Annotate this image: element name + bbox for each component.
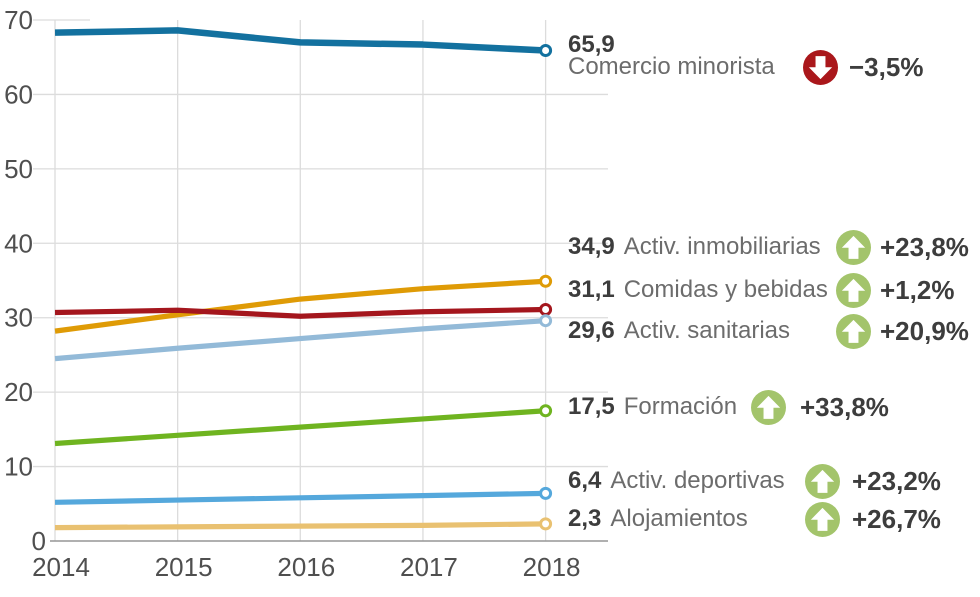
series-endpoint-marker (539, 517, 553, 531)
series-label: Activ. inmobiliarias (623, 233, 821, 260)
change-formacion: +33,8% (800, 392, 889, 422)
y-axis-tick-label: 10 (4, 452, 33, 482)
series-label: Activ. deportivas (610, 467, 785, 494)
change-deportivas: +23,2% (852, 466, 941, 496)
series-endpoint-marker (539, 404, 553, 418)
series-endpoint-marker (539, 486, 553, 500)
change-alojamientos: +26,7% (852, 504, 941, 534)
series-line-4 (54, 408, 546, 447)
legend-row-sanitarias: 29,6 Activ. sanitarias (568, 316, 790, 349)
up-arrow-icon (836, 314, 871, 349)
series-label-comercio: Comercio minorista (568, 53, 775, 80)
legend-row-inmobiliarias: 34,9 Activ. inmobiliarias (568, 232, 821, 265)
change-comidas: +1,2% (880, 275, 955, 305)
series-endpoint-marker (539, 314, 553, 328)
series-value: 31,1 (568, 276, 615, 303)
series-label: Comidas y bebidas (623, 276, 828, 303)
x-axis-tick-label: 2014 (32, 552, 90, 582)
series-line-6 (54, 521, 546, 531)
legend-row-deportivas: 6,4 Activ. deportivas (568, 466, 785, 499)
up-arrow-icon (805, 464, 840, 499)
series-endpoint-marker (539, 274, 553, 288)
series-label: Activ. sanitarias (623, 317, 790, 344)
y-axis-tick-label: 70 (4, 5, 33, 35)
change-comercio: −3,5% (849, 52, 924, 82)
series-value: 6,4 (568, 467, 602, 494)
change-inmobiliarias: +23,8% (880, 232, 969, 262)
y-axis-tick-label: 0 (32, 526, 46, 556)
series-value: 17,5 (568, 393, 615, 420)
series-value: 34,9 (568, 233, 615, 260)
series-endpoint-marker (539, 303, 553, 317)
y-axis-tick-label: 20 (4, 377, 33, 407)
legend-row-comidas: 31,1 Comidas y bebidas (568, 275, 828, 308)
x-axis-tick-label: 2015 (155, 552, 213, 582)
series-value: 29,6 (568, 317, 615, 344)
up-arrow-icon (836, 273, 871, 308)
series-lines (54, 27, 553, 531)
x-axis-tick-label: 2018 (523, 552, 581, 582)
series-label: Alojamientos (610, 505, 748, 532)
series-line-1 (54, 278, 546, 334)
change-sanitarias: +20,9% (880, 316, 969, 346)
y-axis-tick-label: 30 (4, 303, 33, 333)
x-axis-tick-label: 2016 (277, 552, 335, 582)
series-label: Formación (623, 393, 738, 420)
up-arrow-icon (751, 390, 786, 425)
y-axis-tick-label: 60 (4, 79, 33, 109)
up-arrow-icon (836, 230, 871, 265)
series-endpoint-marker (539, 44, 553, 58)
x-axis-tick-label: 2017 (400, 552, 458, 582)
y-axis-tick-label: 40 (4, 228, 33, 258)
series-line-5 (54, 490, 546, 505)
series-value: 2,3 (568, 505, 602, 532)
series-line-0 (54, 27, 546, 54)
legend-row-formacion: 17,5 Formación (568, 392, 737, 425)
axis-labels: 0 10 20 30 40 50 60 70 2014 2015 2016 2017 2018 (4, 5, 580, 582)
down-arrow-icon (803, 50, 838, 85)
series-value-comercio: 65,9 (568, 31, 615, 58)
legend-row-alojamientos: 2,3 Alojamientos (568, 504, 748, 537)
series-line-3 (54, 318, 546, 362)
up-arrow-icon (805, 502, 840, 537)
y-axis-tick-label: 50 (4, 154, 33, 184)
series-line-2 (54, 306, 546, 319)
